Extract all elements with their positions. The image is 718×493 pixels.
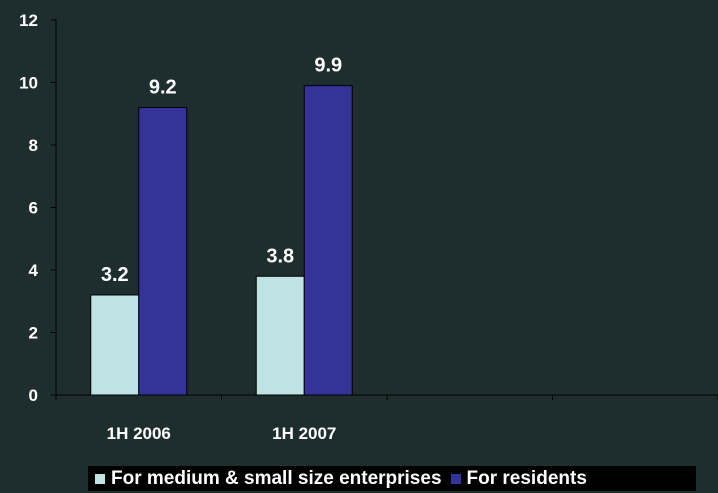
legend-item-residents: For residents	[449, 467, 587, 490]
bar-residents	[138, 107, 188, 396]
data-labels: 3.2 3.8 9.2 9.9	[101, 55, 342, 286]
y-tick-label: 8	[29, 136, 38, 155]
y-tick-label: 6	[29, 199, 38, 218]
bar-residents	[303, 85, 353, 396]
data-label: 9.9	[314, 55, 342, 77]
legend: For medium & small size enterprises For …	[88, 466, 696, 491]
data-label: 3.8	[266, 245, 294, 267]
y-tick-label: 4	[29, 261, 39, 280]
bar-sme	[90, 294, 140, 396]
data-label: 3.2	[101, 264, 129, 286]
x-axis: 1H 2006 1H 2007	[55, 394, 718, 443]
legend-label-sme: For medium & small size enterprises	[111, 467, 442, 489]
bar-sme	[255, 275, 305, 396]
bars	[90, 85, 353, 396]
x-tick-label: 1H 2007	[272, 424, 336, 443]
legend-swatch-sme	[94, 472, 106, 485]
legend-item-sme: For medium & small size enterprises	[94, 468, 442, 490]
data-label: 9.2	[149, 77, 177, 99]
legend-label-residents: For residents	[466, 467, 587, 489]
y-axis: 0 2 4 6 8 10 12	[19, 11, 57, 405]
y-tick-label: 0	[29, 386, 38, 405]
x-tick-label: 1H 2006	[107, 424, 171, 443]
y-tick-label: 10	[19, 74, 38, 93]
y-tick-label: 12	[19, 11, 38, 30]
y-tick-label: 2	[29, 324, 38, 343]
legend-swatch-residents	[449, 472, 462, 485]
